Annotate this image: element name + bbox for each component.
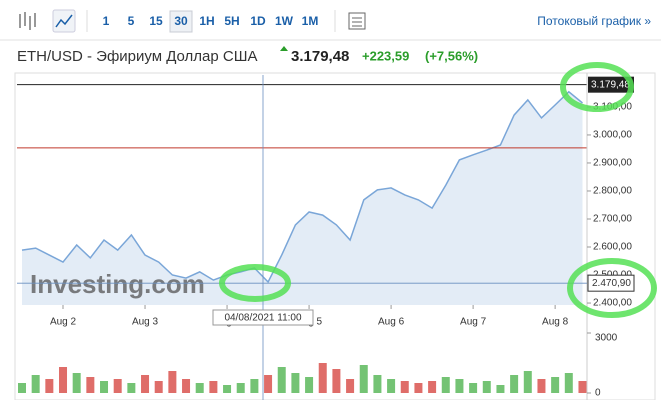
crosshair-price-label: 2.470,90: [592, 278, 631, 289]
area-fill: [22, 91, 583, 305]
x-tick-label: Aug 8: [542, 317, 569, 328]
volume-bar: [72, 373, 81, 393]
volume-bar: [346, 379, 355, 393]
symbol-title: ETH/USD - Эфириум Доллар США: [17, 48, 257, 65]
last-price-box: [588, 76, 634, 93]
volume-bar: [277, 367, 286, 393]
y-tick-label: 2.800,00: [593, 186, 632, 197]
volume-bar: [31, 375, 40, 393]
crosshair-price-box: [587, 274, 635, 292]
volume-bar: [387, 379, 396, 393]
volume-bar: [496, 385, 505, 393]
volume-bar: [18, 383, 26, 393]
interval-button[interactable]: 1D: [250, 14, 266, 28]
volume-bar: [250, 379, 259, 393]
volume-bar: [291, 373, 300, 393]
volume-bar: [564, 373, 573, 393]
volume-bar: [154, 381, 163, 393]
streaming-link[interactable]: Потоковый график »: [537, 14, 651, 28]
interval-button[interactable]: 15: [149, 14, 163, 28]
y-tick-label: 3.000,00: [593, 130, 632, 141]
interval-button[interactable]: 1W: [275, 14, 294, 28]
volume-bar: [195, 383, 204, 393]
y-tick-label: 2.400,00: [593, 298, 632, 309]
volume-bar: [318, 363, 327, 393]
volume-bar: [455, 379, 464, 393]
volume-bar: [469, 383, 478, 393]
volume-bar: [141, 375, 150, 393]
change: +223,59: [362, 48, 409, 63]
highlight-circle: [560, 62, 634, 112]
interval-selected: [169, 10, 193, 33]
change-percent: (+7,56%): [425, 48, 478, 63]
x-tick-label: Aug 3: [132, 317, 159, 328]
interval-button[interactable]: 5: [128, 14, 135, 28]
x-tick-label: Aug 7: [460, 317, 487, 328]
price-line: [21, 90, 583, 284]
interval-button[interactable]: 1M: [302, 14, 319, 28]
volume-bar: [127, 383, 136, 393]
watermark: Investing.com: [30, 269, 205, 299]
interval-button[interactable]: 1H: [199, 14, 214, 28]
volume-bar: [441, 377, 450, 393]
up-arrow: [280, 46, 288, 51]
volume-bar: [223, 385, 232, 393]
volume-bar: [182, 379, 191, 393]
y-tick-label: 2.900,00: [593, 158, 632, 169]
volume-bar: [59, 367, 68, 393]
volume-bar: [305, 377, 314, 393]
volume-bar: [537, 379, 546, 393]
crosshair-x-label: 04/08/2021 11:00: [224, 313, 302, 324]
volume-bar: [168, 371, 177, 393]
plot: Investing.com2.400,002.500,002.600,002.7…: [17, 62, 657, 400]
volume-bar: [100, 381, 109, 393]
volume-bar: [551, 377, 560, 393]
highlight-circle: [219, 264, 291, 302]
interval-button[interactable]: 1: [103, 14, 110, 28]
line-chart-button[interactable]: [52, 9, 76, 33]
volume-bar: [236, 383, 245, 393]
volume-bar: [400, 381, 409, 393]
volume-bar: [428, 381, 437, 393]
volume-bar: [264, 375, 273, 393]
last-price-label: 3.179,48: [591, 79, 630, 90]
volume-bar: [45, 379, 54, 393]
volume-bar: [482, 381, 491, 393]
toolbar-icons: [19, 9, 366, 33]
x-tick-label: Aug 6: [378, 317, 405, 328]
interval-button[interactable]: 30: [174, 14, 188, 28]
y-tick-label: 2.600,00: [593, 242, 632, 253]
price: 3.179,48: [291, 48, 349, 65]
volume-bar: [86, 377, 95, 393]
y-tick-label: 2.700,00: [593, 214, 632, 225]
volume-bar: [578, 381, 587, 393]
x-tick-label: Aug 2: [50, 317, 77, 328]
volume-bar: [510, 375, 519, 393]
volume-bar: [209, 381, 218, 393]
crosshair-x-box: [212, 309, 314, 326]
interval-bar: 1 5 15 30 1H 5H 1D 1W 1M: [103, 10, 319, 33]
highlight-circle: [567, 258, 657, 318]
volume-bar: [523, 371, 532, 393]
volume-tick-label: 3000: [595, 333, 618, 344]
table-button[interactable]: [348, 12, 366, 30]
volume-tick-label: 0: [595, 388, 601, 399]
volume-bar: [414, 383, 423, 393]
volume-bar: [113, 379, 122, 393]
volume-bar: [359, 365, 368, 393]
volume-bar: [373, 375, 382, 393]
interval-button[interactable]: 5H: [224, 14, 239, 28]
volume-bar: [332, 369, 341, 393]
